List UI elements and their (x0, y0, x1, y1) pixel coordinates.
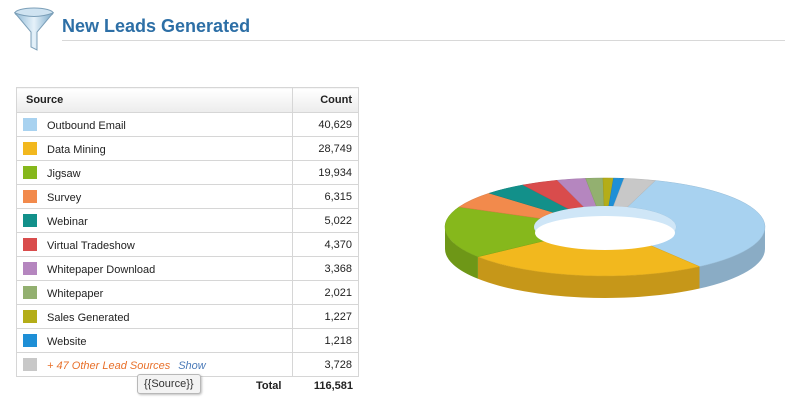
source-label: Whitepaper (47, 287, 104, 300)
count-cell: 19,934 (292, 160, 359, 185)
donut-wall-data-mining (477, 256, 700, 298)
other-sources-label: + 47 Other Lead Sources (47, 359, 171, 372)
source-cell: Whitepaper (15, 280, 294, 305)
table-row: Whitepaper 2,021 (15, 280, 359, 305)
lead-sources-table: Source Count Outbound Email 40,629 Data Mi… (15, 87, 359, 377)
table-row: Whitepaper Download 3,368 (15, 256, 359, 281)
other-sources-count: 3,728 (292, 352, 359, 377)
source-cell: Jigsaw (15, 160, 294, 185)
table-row: Webinar 5,022 (15, 208, 359, 233)
legend-swatch (23, 261, 37, 275)
donut-wall-jigsaw (445, 227, 478, 279)
count-cell: 4,370 (292, 232, 359, 257)
source-cell: Outbound Email (15, 112, 294, 137)
lead-sources-donut-chart (444, 177, 766, 298)
source-label: Jigsaw (47, 167, 81, 180)
source-cell: Webinar (15, 208, 294, 233)
legend-swatch (23, 213, 37, 227)
title-divider (62, 40, 785, 41)
total-value: 116,581 (313, 380, 353, 392)
legend-swatch (23, 333, 37, 347)
table-row: Virtual Tradeshow 4,370 (15, 232, 359, 257)
count-cell: 40,629 (292, 112, 359, 137)
table-row: Data Mining 28,749 (15, 136, 359, 161)
widget-header: New Leads Generated (0, 0, 785, 51)
count-cell: 6,315 (292, 184, 359, 209)
source-cell: Virtual Tradeshow (15, 232, 294, 257)
legend-swatch (23, 309, 37, 323)
source-cell: Survey (15, 184, 294, 209)
other-sources-cell: + 47 Other Lead Sources Show (15, 352, 294, 377)
source-label: Webinar (47, 215, 88, 228)
legend-swatch-other (23, 357, 37, 371)
source-label: Data Mining (47, 143, 106, 156)
count-cell: 1,227 (292, 304, 359, 329)
table-row: Survey 6,315 (15, 184, 359, 209)
legend-swatch (23, 189, 37, 203)
table-row-other: + 47 Other Lead Sources Show 3,728 (15, 352, 359, 377)
legend-swatch (23, 285, 37, 299)
source-label: Whitepaper Download (47, 263, 156, 276)
table-header-row: Source Count (15, 87, 359, 113)
total-label: Total (256, 380, 282, 392)
source-label: Survey (47, 191, 82, 204)
source-cell: Website (15, 328, 294, 353)
show-other-sources-link[interactable]: Show (178, 359, 206, 372)
legend-swatch (23, 141, 37, 155)
count-cell: 28,749 (292, 136, 359, 161)
count-cell: 1,218 (292, 328, 359, 353)
source-cell: Whitepaper Download (15, 256, 294, 281)
table-row: Sales Generated 1,227 (15, 304, 359, 329)
donut-hole (535, 216, 675, 250)
source-label: Website (47, 335, 87, 348)
source-label: Sales Generated (47, 311, 130, 324)
count-cell: 2,021 (292, 280, 359, 305)
legend-swatch (23, 117, 37, 131)
source-label: Outbound Email (47, 119, 126, 132)
table-row: Jigsaw 19,934 (15, 160, 359, 185)
count-cell: 3,368 (292, 256, 359, 281)
table-row: Website 1,218 (15, 328, 359, 353)
source-cell: Data Mining (15, 136, 294, 161)
legend-swatch (23, 165, 37, 179)
widget-title: New Leads Generated (62, 16, 251, 36)
legend-swatch (23, 237, 37, 251)
source-tooltip: {{Source}} (137, 374, 201, 394)
table-row: Outbound Email 40,629 (15, 112, 359, 137)
column-header-source[interactable]: Source (15, 87, 294, 113)
source-cell: Sales Generated (15, 304, 294, 329)
count-cell: 5,022 (292, 208, 359, 233)
funnel-icon (14, 7, 54, 51)
source-label: Virtual Tradeshow (47, 239, 135, 252)
column-header-count[interactable]: Count (292, 87, 359, 113)
donut-wall-outbound-email (699, 227, 765, 289)
